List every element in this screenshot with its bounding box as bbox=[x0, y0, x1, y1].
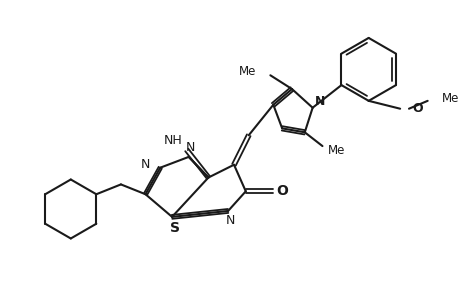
Text: N: N bbox=[314, 95, 325, 108]
Text: O: O bbox=[412, 102, 422, 115]
Text: S: S bbox=[170, 221, 179, 235]
Text: Me: Me bbox=[328, 143, 345, 157]
Text: Me: Me bbox=[239, 65, 256, 78]
Text: N: N bbox=[225, 214, 234, 227]
Text: NH: NH bbox=[163, 134, 182, 147]
Text: N: N bbox=[141, 158, 150, 171]
Text: O: O bbox=[275, 184, 287, 198]
Text: Me: Me bbox=[441, 92, 458, 105]
Text: N: N bbox=[185, 141, 195, 154]
